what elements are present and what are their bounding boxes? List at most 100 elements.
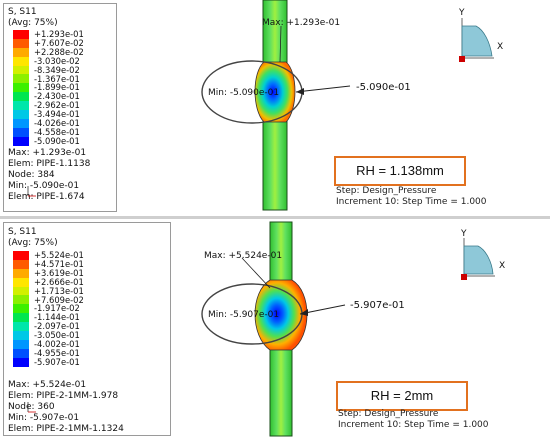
- color-swatch: [13, 259, 29, 269]
- color-swatch: [13, 127, 29, 137]
- y-axis-label: Y: [460, 229, 467, 239]
- legend-value: -4.026e-01: [34, 118, 80, 129]
- callout-value: -5.907e-01: [350, 300, 405, 311]
- legend-value: -3.494e-01: [34, 109, 80, 120]
- color-swatch: [13, 47, 29, 57]
- color-swatch: [13, 251, 29, 260]
- legend-value: -1.144e-01: [34, 312, 80, 323]
- legend-avg: (Avg: 75%): [8, 238, 58, 248]
- panel-divider: [0, 216, 550, 219]
- min-value: Min: -5.090e-01: [8, 181, 80, 191]
- color-swatch: [13, 331, 29, 340]
- legend-value: +1.293e-01: [34, 29, 84, 39]
- legend-value: -1.899e-01: [34, 82, 80, 93]
- rh-label: RH = 1.138mm: [334, 156, 466, 186]
- legend-values: +1.293e-01 +7.607e-02 +2.288e-02 -3.030e-02…: [34, 30, 84, 146]
- legend-values: +5.524e-01 +4.571e-01 +3.619e-01 +2.666e-01…: [34, 251, 84, 367]
- color-swatch: [13, 30, 29, 39]
- triad-origin: [461, 274, 467, 280]
- min-element: Elem: PIPE-1.674: [8, 192, 85, 202]
- color-swatch: [13, 268, 29, 278]
- legend-value: -4.558e-01: [34, 126, 80, 137]
- legend-value: -3.030e-02: [34, 55, 80, 66]
- legend-value: +1.713e-01: [34, 285, 84, 296]
- mini-triad-top: [27, 186, 36, 197]
- color-bar: [13, 30, 29, 146]
- color-swatch: [13, 92, 29, 102]
- legend-value: -2.430e-01: [34, 91, 80, 102]
- bulge-contour: [254, 61, 296, 123]
- arrowhead: [300, 309, 308, 316]
- legend-value: -2.097e-01: [34, 321, 80, 332]
- legend-value: +2.288e-02: [34, 46, 84, 57]
- color-swatch: [13, 83, 29, 93]
- x-axis-label: X: [497, 42, 503, 52]
- color-swatch: [13, 339, 29, 349]
- triad-shape: [461, 25, 493, 57]
- step-info: Step: Design_Pressure: [338, 409, 439, 419]
- color-swatch: [13, 74, 29, 84]
- mini-triad-bottom: [27, 402, 36, 413]
- max-annotation: Max: +5.524e-01: [204, 251, 282, 261]
- legend-value: -8.349e-02: [34, 64, 80, 75]
- legend-stats: Max: +5.524e-01 Elem: PIPE-2-1MM-1.978 N…: [8, 380, 124, 435]
- color-swatch: [13, 101, 29, 111]
- legend-value: +7.609e-02: [34, 294, 84, 305]
- increment-info: Increment 10: Step Time = 1.000: [338, 420, 489, 430]
- color-bar: [13, 251, 29, 367]
- color-swatch: [13, 277, 29, 287]
- color-swatch: [13, 348, 29, 358]
- legend-title: S, S11: [8, 227, 37, 237]
- color-swatch: [13, 56, 29, 66]
- max-element: Elem: PIPE-1.1138: [8, 159, 91, 169]
- legend-value: -1.917e-02: [34, 303, 80, 314]
- legend-panel: S, S11 (Avg: 75%) +5.524e-01 +4.571e-01 +3…: [3, 222, 171, 436]
- color-swatch: [13, 110, 29, 119]
- max-annotation: Max: +1.293e-01: [262, 18, 340, 28]
- legend-panel: S, S11 (Avg: 75%) +1.293e-01 +7.607e-02 +2…: [3, 3, 117, 212]
- legend-value: -5.907e-01: [34, 356, 80, 367]
- color-swatch: [13, 38, 29, 48]
- legend-value: -1.367e-01: [34, 73, 80, 84]
- min-annotation: Min: -5.090e-01: [208, 88, 279, 98]
- legend-value: -4.002e-01: [34, 339, 80, 350]
- min-element: Elem: PIPE-2-1MM-1.1324: [8, 424, 124, 434]
- legend-value: +7.607e-02: [34, 37, 84, 48]
- color-swatch: [13, 286, 29, 296]
- axis-triad-bottom: Y X: [460, 229, 505, 280]
- pipe-model-top: Max: +1.293e-01 Min: -5.090e-01 -5.090e-…: [201, 0, 411, 211]
- legend-value: +4.571e-01: [34, 258, 84, 269]
- legend-value: +2.666e-01: [34, 276, 84, 287]
- max-node: Node: 360: [8, 402, 55, 412]
- legend-stats: Max: +1.293e-01 Elem: PIPE-1.1138 Node: …: [8, 148, 90, 203]
- legend-value: -5.090e-01: [34, 135, 80, 146]
- legend-value: +3.619e-01: [34, 267, 84, 278]
- pipe-model-bottom: Max: +5.524e-01 Min: -5.907e-01 -5.907e-…: [201, 221, 405, 437]
- min-annotation: Min: -5.907e-01: [208, 310, 279, 320]
- rh-label: RH = 2mm: [336, 381, 468, 411]
- x-axis-label: X: [499, 261, 505, 271]
- color-swatch: [13, 304, 29, 314]
- max-node: Node: 384: [8, 170, 55, 180]
- color-swatch: [13, 295, 29, 305]
- legend-value: +5.524e-01: [34, 250, 84, 260]
- triad-shape: [463, 245, 494, 275]
- max-leader: [279, 25, 282, 63]
- max-value: Max: +1.293e-01: [8, 148, 87, 158]
- max-value: Max: +5.524e-01: [8, 380, 87, 390]
- y-axis-label: Y: [458, 8, 465, 18]
- step-info: Step: Design_Pressure: [336, 186, 437, 196]
- increment-info: Increment 10: Step Time = 1.000: [336, 197, 487, 207]
- legend-value: -2.962e-01: [34, 100, 80, 111]
- callout-arrow: [295, 85, 351, 93]
- min-value: Min: -5.907e-01: [8, 413, 80, 423]
- max-element: Elem: PIPE-2-1MM-1.978: [8, 391, 119, 401]
- legend-value: -4.955e-01: [34, 347, 80, 358]
- color-swatch: [13, 136, 29, 146]
- callout-value: -5.090e-01: [356, 82, 411, 93]
- axis-triad-top: Y X: [458, 8, 503, 62]
- color-swatch: [13, 65, 29, 75]
- color-swatch: [13, 357, 29, 367]
- color-swatch: [13, 322, 29, 332]
